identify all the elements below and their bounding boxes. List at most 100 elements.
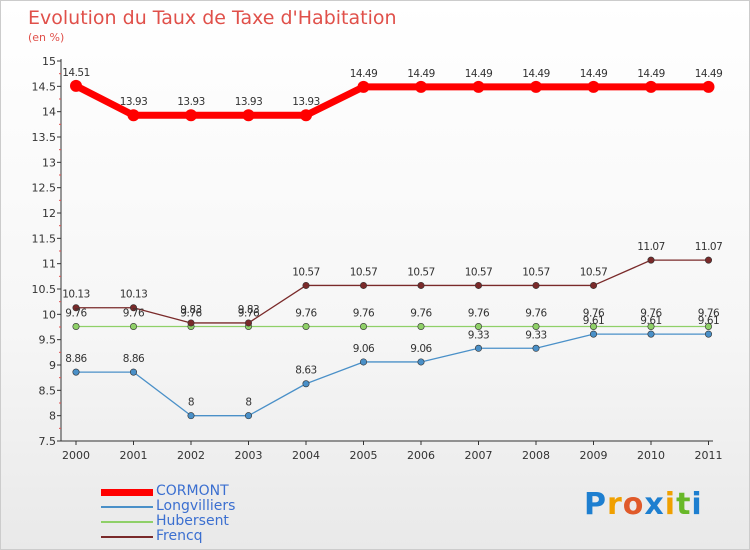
- y-tick-label: 13: [42, 156, 56, 169]
- data-label: 10.13: [120, 289, 148, 301]
- data-point: [130, 304, 138, 312]
- logo-letter: x: [644, 487, 665, 522]
- y-tick-label: 9: [49, 359, 56, 372]
- y-tick-label: 13.5: [32, 131, 57, 144]
- data-point: [589, 322, 597, 330]
- chart-title: Evolution du Taux de Taxe d'Habitation: [28, 7, 397, 29]
- data-point: [245, 319, 253, 327]
- data-label: 10.57: [522, 266, 550, 278]
- data-label: 10.57: [465, 266, 493, 278]
- data-label: 9.76: [698, 307, 720, 319]
- data-point: [357, 80, 370, 93]
- data-label: 10.57: [407, 266, 435, 278]
- data-label: 11.07: [637, 241, 665, 253]
- data-point: [474, 281, 482, 289]
- x-tick-label: 2004: [292, 449, 320, 462]
- data-label: 14.51: [62, 67, 90, 79]
- data-point: [417, 358, 425, 366]
- y-tick-label: 10: [42, 308, 56, 321]
- data-label: 14.49: [407, 68, 435, 80]
- y-tick-label: 7.5: [39, 435, 57, 448]
- data-label: 9.76: [640, 307, 662, 319]
- legend-swatch: [101, 488, 153, 496]
- logo-letter: i: [691, 487, 703, 522]
- y-tick-label: 15: [42, 55, 56, 68]
- data-point: [359, 358, 367, 366]
- data-label: 8: [188, 397, 194, 409]
- data-point: [704, 256, 712, 264]
- data-point: [474, 344, 482, 352]
- data-point: [532, 281, 540, 289]
- data-point: [532, 344, 540, 352]
- data-label: 14.49: [695, 68, 723, 80]
- logo-letter: r: [607, 487, 623, 522]
- data-point: [417, 322, 425, 330]
- data-label: 13.93: [177, 96, 205, 108]
- data-point: [187, 319, 195, 327]
- data-label: 13.93: [120, 96, 148, 108]
- data-point: [647, 322, 655, 330]
- data-label: 9.76: [353, 307, 375, 319]
- data-label: 9.83: [238, 304, 259, 316]
- series-line-frencq: [76, 259, 709, 324]
- data-point: [72, 322, 80, 330]
- data-label: 9.06: [353, 343, 375, 355]
- series-line-cormont: [74, 82, 709, 119]
- data-point: [704, 330, 712, 338]
- data-point: [474, 322, 482, 330]
- data-point: [302, 281, 310, 289]
- data-label: 10.57: [292, 266, 320, 278]
- data-label: 11.07: [695, 241, 723, 253]
- data-point: [647, 256, 655, 264]
- data-point: [70, 79, 82, 92]
- chart-subtitle: (en %): [28, 31, 65, 44]
- data-point: [702, 80, 715, 93]
- legend-swatch: [101, 506, 153, 508]
- legend-swatch: [101, 521, 153, 523]
- x-tick-label: 2010: [637, 449, 665, 462]
- y-tick-label: 12: [42, 207, 56, 220]
- data-label: 9.61: [698, 315, 719, 327]
- y-tick-label: 14.5: [32, 80, 57, 93]
- data-point: [302, 380, 310, 388]
- x-tick-label: 2009: [580, 449, 608, 462]
- data-label: 9.76: [525, 307, 547, 319]
- data-label: 9.76: [410, 307, 432, 319]
- data-point: [704, 322, 712, 330]
- data-label: 9.76: [468, 307, 490, 319]
- data-point: [589, 281, 597, 289]
- data-label: 9.06: [410, 343, 432, 355]
- data-label: 9.76: [123, 307, 145, 319]
- x-tick-label: 2000: [62, 449, 90, 462]
- data-label: 14.49: [465, 68, 493, 80]
- data-label: 9.83: [180, 304, 201, 316]
- data-label: 10.13: [62, 289, 90, 301]
- y-tick-label: 14: [42, 106, 56, 119]
- data-label: 8.63: [295, 365, 316, 377]
- data-point: [530, 80, 542, 93]
- data-point: [359, 322, 367, 330]
- legend-label: Frencq: [156, 528, 203, 544]
- data-point: [532, 322, 540, 330]
- y-tick-label: 8.5: [39, 384, 57, 397]
- logo-letter: o: [622, 487, 645, 522]
- data-point: [415, 80, 427, 93]
- data-label: 9.76: [583, 307, 605, 319]
- legend-label: Longvilliers: [156, 498, 236, 514]
- x-tick-label: 2002: [177, 449, 205, 462]
- legend-swatch: [101, 536, 153, 538]
- data-point: [242, 109, 255, 122]
- data-label: 9.76: [295, 307, 317, 319]
- data-point: [130, 322, 138, 330]
- data-point: [589, 330, 597, 338]
- data-point: [472, 80, 485, 93]
- y-tick-label: 11.5: [32, 232, 57, 245]
- data-label: 9.33: [525, 329, 546, 341]
- data-label: 14.49: [580, 68, 608, 80]
- data-point: [245, 412, 253, 420]
- data-point: [647, 330, 655, 338]
- data-label: 8.86: [65, 353, 87, 365]
- logo-letter: i: [664, 487, 677, 522]
- data-point: [72, 368, 80, 376]
- data-point: [300, 109, 312, 122]
